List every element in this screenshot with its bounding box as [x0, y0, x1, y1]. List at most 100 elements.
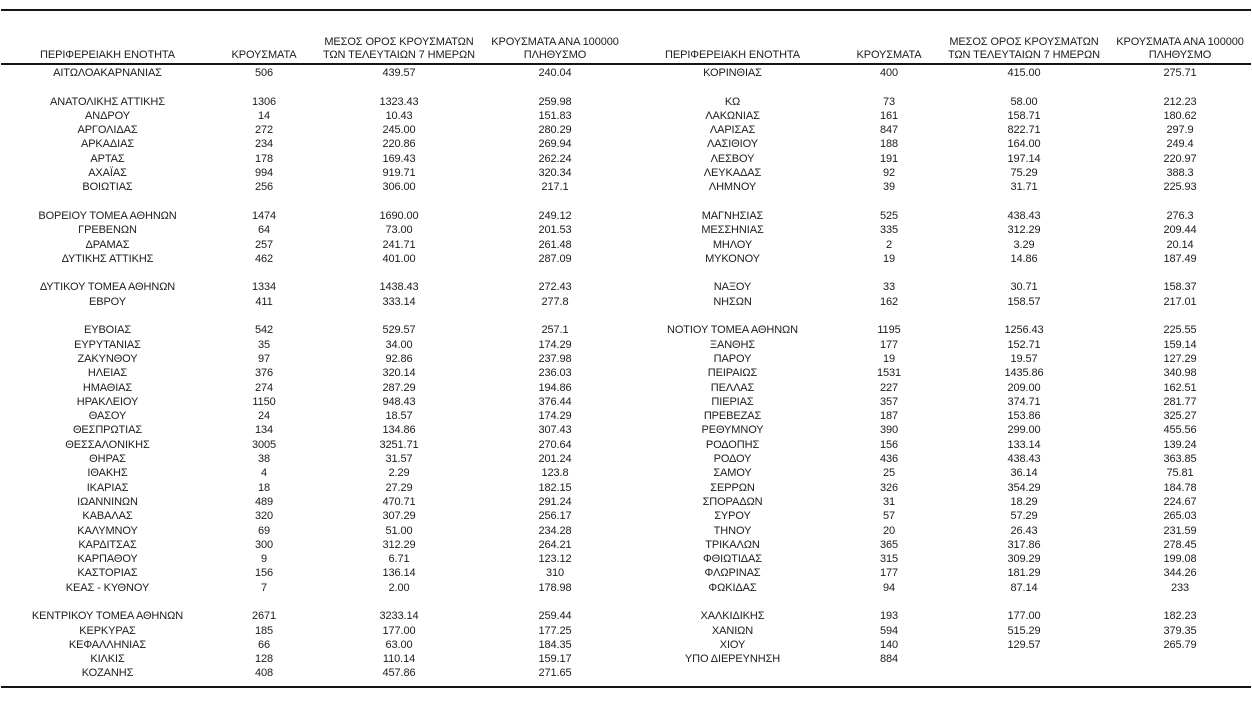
cell-avg7-right: 312.29 — [1007, 224, 1041, 237]
cell-cases-left: 38 — [257, 453, 271, 466]
cell-region-left — [1, 80, 214, 94]
cell-avg7-right: 18.29 — [1010, 495, 1038, 508]
cell-region-left: ΚΕΝΤΡΙΚΟΥ ΤΟΜΕΑ ΑΘΗΝΩΝ — [31, 610, 184, 623]
cell-avg7-right: 515.29 — [1007, 624, 1041, 637]
cell-region-right: ΥΠΟ ΔΙΕΡΕΥΝΗΣΗ — [684, 653, 781, 666]
cell-avg7-left: 169.43 — [382, 152, 416, 165]
cell-avg7-right: 209.00 — [1007, 381, 1041, 394]
cell-cases-left: 1306 — [251, 95, 277, 108]
cell-per100k-right — [1109, 309, 1251, 323]
cell-cases-left: 274 — [254, 381, 274, 394]
table-row: ΑΡΤΑΣ 178 169.43 262.24 ΛΕΣΒΟΥ 191 197.1… — [1, 152, 1251, 166]
cell-region-left — [1, 195, 214, 209]
table-row: ΗΜΑΘΙΑΣ 274 287.29 194.86 ΠΕΛΛΑΣ 227 209… — [1, 381, 1251, 395]
cell-avg7-left — [314, 595, 484, 609]
table-row: ΚΑΡΠΑΘΟΥ 9 6.71 123.12 ΦΘΙΩΤΙΔΑΣ 315 309… — [1, 552, 1251, 566]
cell-cases-left: 69 — [257, 524, 271, 537]
cell-per100k-left: 259.98 — [538, 95, 572, 108]
cell-per100k-right: 281.77 — [1163, 395, 1197, 408]
cell-cases-left: 320 — [254, 510, 274, 523]
cell-region-right: ΣΑΜΟΥ — [713, 467, 752, 480]
cell-region-right: ΦΘΙΩΤΙΔΑΣ — [703, 553, 762, 566]
cell-avg7-right: 822.71 — [1007, 124, 1041, 137]
cell-per100k-right: 199.08 — [1163, 553, 1197, 566]
cell-cases-left — [214, 195, 314, 209]
cell-avg7-left: 1323.43 — [379, 95, 419, 108]
cell-per100k-right: 297.9 — [1166, 124, 1194, 137]
cell-cases-left: 24 — [257, 410, 271, 423]
table-row: ΘΕΣΠΡΩΤΙΑΣ 134 134.86 307.43 ΡΕΘΥΜΝΟΥ 39… — [1, 423, 1251, 437]
cell-per100k-right: 20.14 — [1166, 238, 1194, 251]
table-row: ΚΑΛΥΜΝΟΥ 69 51.00 234.28 ΤΗΝΟΥ 20 26.43 … — [1, 524, 1251, 538]
cell-region-left — [1, 309, 214, 323]
cell-avg7-right: 164.00 — [1007, 138, 1041, 151]
cell-per100k-right: 276.3 — [1166, 209, 1194, 222]
cell-region-left: ΚΙΛΚΙΣ — [90, 653, 125, 666]
cell-region-right: ΠΕΛΛΑΣ — [710, 381, 755, 394]
cell-cases-right: 20 — [882, 524, 896, 537]
cell-region-left: ΒΟΙΩΤΙΑΣ — [82, 181, 133, 194]
table-row: ΔΥΤΙΚΟΥ ΤΟΜΕΑ ΑΘΗΝΩΝ 1334 1438.43 272.43… — [1, 280, 1251, 294]
cell-per100k-right: 224.67 — [1163, 495, 1197, 508]
cell-region-left: ΚΑΒΑΛΑΣ — [82, 510, 133, 523]
cell-avg7-right: 181.29 — [1007, 567, 1041, 580]
cell-avg7-left: 241.71 — [382, 238, 416, 251]
cell-avg7-left: 73.00 — [385, 224, 413, 237]
cell-per100k-left: 182.15 — [538, 481, 572, 494]
cell-avg7-right: 152.71 — [1007, 338, 1041, 351]
cell-per100k-right — [1109, 652, 1251, 666]
top-rule — [1, 9, 1251, 11]
cell-region-left: ΚΟΖΑΝΗΣ — [81, 667, 134, 680]
cell-avg7-left: 312.29 — [382, 538, 416, 551]
cell-per100k-right: 162.51 — [1163, 381, 1197, 394]
cell-per100k-left: 177.25 — [538, 624, 572, 637]
bottom-rule — [1, 685, 1251, 688]
cell-per100k-left: 159.17 — [538, 653, 572, 666]
cell-region-right: ΜΥΚΟΝΟΥ — [705, 252, 760, 265]
cell-cases-right: 161 — [879, 109, 899, 122]
cell-cases-left: 300 — [254, 538, 274, 551]
cell-per100k-right: 225.55 — [1163, 324, 1197, 337]
table-row: ΚΕΡΚΥΡΑΣ 185 177.00 177.25 ΧΑΝΙΩΝ 594 51… — [1, 624, 1251, 638]
cell-region-right: ΣΠΟΡΑΔΩΝ — [702, 495, 763, 508]
cell-cases-right: 19 — [882, 352, 896, 365]
table-row: ΘΗΡΑΣ 38 31.57 201.24 ΡΟΔΟΥ 436 438.43 3… — [1, 452, 1251, 466]
cell-region-left: ΘΕΣΠΡΩΤΙΑΣ — [72, 424, 143, 437]
cell-region-left: ΑΡΓΟΛΙΔΑΣ — [77, 124, 138, 137]
cell-region-right: ΦΛΩΡΙΝΑΣ — [704, 567, 761, 580]
cell-cases-left: 1474 — [251, 209, 277, 222]
cell-region-right: ΛΑΡΙΣΑΣ — [709, 124, 756, 137]
cell-cases-right: 25 — [882, 467, 896, 480]
cell-region-right: ΜΑΓΝΗΣΙΑΣ — [701, 209, 764, 222]
cell-per100k-right — [1109, 666, 1251, 680]
cell-cases-left: 234 — [254, 138, 274, 151]
cell-avg7-left: 27.29 — [385, 481, 413, 494]
cell-avg7-left: 6.71 — [388, 553, 410, 566]
table-row: ΕΒΡΟΥ 411 333.14 277.8 ΝΗΣΩΝ 162 158.57 … — [1, 295, 1251, 309]
cell-region-right: ΦΩΚΙΔΑΣ — [708, 581, 757, 594]
table-row — [1, 80, 1251, 94]
cell-region-left: ΙΘΑΚΗΣ — [87, 467, 128, 480]
cell-region-left: ΔΥΤΙΚΗΣ ΑΤΤΙΚΗΣ — [61, 252, 154, 265]
table-row: ΑΝΑΤΟΛΙΚΗΣ ΑΤΤΙΚΗΣ 1306 1323.43 259.98 Κ… — [1, 95, 1251, 109]
cell-cases-left: 1334 — [251, 281, 277, 294]
cell-per100k-right — [1109, 266, 1251, 280]
cell-per100k-right: 75.81 — [1166, 467, 1194, 480]
cell-avg7-right: 3.29 — [1013, 238, 1035, 251]
cell-per100k-left: 178.98 — [538, 581, 572, 594]
cell-avg7-right: 30.71 — [1010, 281, 1038, 294]
cases-table: ΠΕΡΙΦΕΡΕΙΑΚΗ ΕΝΟΤΗΤΑ ΚΡΟΥΣΜΑΤΑ ΜΕΣΟΣ ΟΡΟ… — [1, 11, 1251, 681]
cell-cases-right: 400 — [879, 67, 899, 79]
cell-per100k-right: 388.3 — [1166, 167, 1194, 180]
table-row: ΒΟΡΕΙΟΥ ΤΟΜΕΑ ΑΘΗΝΩΝ 1474 1690.00 249.12… — [1, 209, 1251, 223]
cell-avg7-right: 57.29 — [1010, 510, 1038, 523]
cell-cases-right: 326 — [879, 481, 899, 494]
cell-cases-right: 188 — [879, 138, 899, 151]
cell-avg7-left: 2.00 — [388, 581, 410, 594]
cell-cases-left: 134 — [254, 424, 274, 437]
cell-per100k-left: 237.98 — [538, 352, 572, 365]
cell-avg7-left: 287.29 — [382, 381, 416, 394]
cell-avg7-right: 354.29 — [1007, 481, 1041, 494]
cell-per100k-right: 363.85 — [1163, 453, 1197, 466]
cell-region-left — [1, 595, 214, 609]
